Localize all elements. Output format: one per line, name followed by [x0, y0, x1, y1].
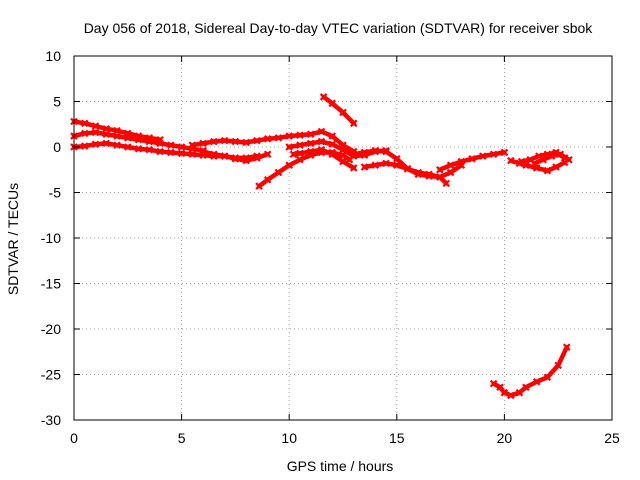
series-arc-7 — [319, 93, 358, 128]
series-arc-6 — [255, 148, 354, 190]
y-tick-label: -5 — [49, 185, 62, 201]
x-tick-label: 15 — [389, 430, 405, 446]
data-point — [442, 179, 451, 188]
series-arc-5 — [199, 147, 272, 165]
y-tick-label: -25 — [41, 367, 61, 383]
x-axis-label: GPS time / hours — [287, 458, 394, 474]
series-arc-9 — [289, 145, 358, 172]
series-arc-4 — [188, 127, 358, 156]
x-tick-label: 5 — [178, 430, 186, 446]
y-tick-label: -30 — [41, 412, 61, 428]
y-axis-label: SDTVAR / TECUs — [5, 183, 21, 295]
series-arc-12 — [436, 148, 509, 174]
series-arc-15 — [530, 150, 573, 168]
series-arc-11 — [360, 159, 451, 188]
axis-ticks: 0 5 10 15 20 25 10 5 0 -5 -10 -15 -20 -25 -30 — [41, 48, 620, 446]
chart-title: Day 056 of 2018, Sidereal Day-to-day VTE… — [84, 20, 594, 36]
series-arc-10 — [349, 146, 466, 181]
series-arc-1 — [70, 117, 164, 144]
data-point — [349, 119, 358, 128]
y-tick-label: 10 — [45, 48, 61, 64]
y-tick-label: 5 — [53, 94, 61, 110]
series-arc-3 — [70, 139, 261, 162]
data-point — [349, 164, 358, 172]
series-segment — [555, 344, 570, 368]
x-tick-label: 10 — [281, 430, 297, 446]
data-point — [500, 148, 509, 157]
y-tick-label: -10 — [41, 230, 61, 246]
series-arc-16 — [489, 343, 571, 400]
data-point — [263, 150, 272, 159]
data-series — [70, 93, 573, 400]
x-tick-label: 0 — [70, 430, 78, 446]
y-tick-label: -20 — [41, 321, 61, 337]
x-tick-label: 25 — [604, 430, 620, 446]
data-point — [563, 343, 571, 351]
y-tick-label: -15 — [41, 276, 61, 292]
x-tick-label: 20 — [497, 430, 513, 446]
y-tick-label: 0 — [53, 139, 61, 155]
data-point — [565, 155, 573, 164]
